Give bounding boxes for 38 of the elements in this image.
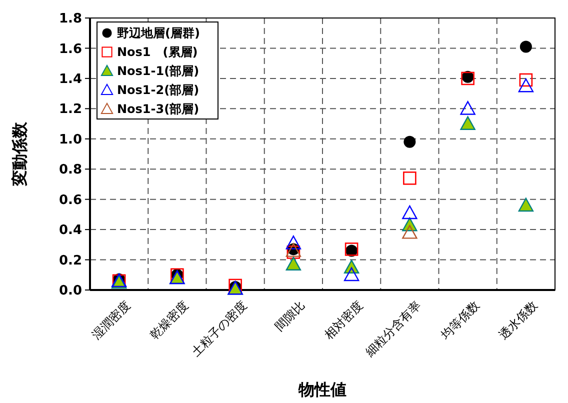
point xyxy=(518,198,534,212)
point xyxy=(402,224,418,239)
legend-label: Nos1-2(部層) xyxy=(117,83,200,98)
y-tick-label: 1.8 xyxy=(58,12,82,27)
y-tick-label: 0.8 xyxy=(58,162,82,178)
point xyxy=(344,267,360,282)
x-axis-title: 物性値 xyxy=(298,380,346,399)
y-tick-label: 1.4 xyxy=(58,72,82,87)
legend-label: Nos1-1(部層) xyxy=(117,64,200,78)
x-tick-label: 均等係数 xyxy=(437,298,482,343)
point xyxy=(520,40,532,53)
point xyxy=(286,256,302,271)
point xyxy=(460,101,476,115)
legend-label: 野辺地層(層群) xyxy=(117,26,200,40)
legend-label: Nos1-3(部層) xyxy=(117,102,200,116)
x-tick-label: 間隙比 xyxy=(272,298,308,334)
y-tick-label: 0.6 xyxy=(58,192,82,208)
point xyxy=(519,73,533,87)
y-tick-label: 0.2 xyxy=(58,253,82,268)
y-axis-title: 変動係数 xyxy=(10,121,29,187)
x-tick-label: 乾燥密度 xyxy=(147,298,192,342)
y-tick-label: 0.0 xyxy=(58,284,82,299)
x-tick-label: 土粒子の密度 xyxy=(188,298,250,359)
x-tick-label: 湿潤密度 xyxy=(89,298,134,342)
y-tick-label: 0.4 xyxy=(58,223,82,238)
point xyxy=(461,72,474,86)
point xyxy=(518,78,534,92)
point xyxy=(402,205,418,220)
legend-label: Nos1 (累層) xyxy=(117,45,198,60)
point xyxy=(404,136,416,148)
x-tick-label: 透水係数 xyxy=(496,298,540,342)
y-tick-label: 1.0 xyxy=(58,132,82,148)
point xyxy=(403,172,416,185)
point xyxy=(286,246,300,259)
y-tick-label: 1.2 xyxy=(58,102,82,118)
point xyxy=(460,116,476,130)
point xyxy=(286,236,302,250)
y-tick-label: 1.6 xyxy=(58,42,82,57)
